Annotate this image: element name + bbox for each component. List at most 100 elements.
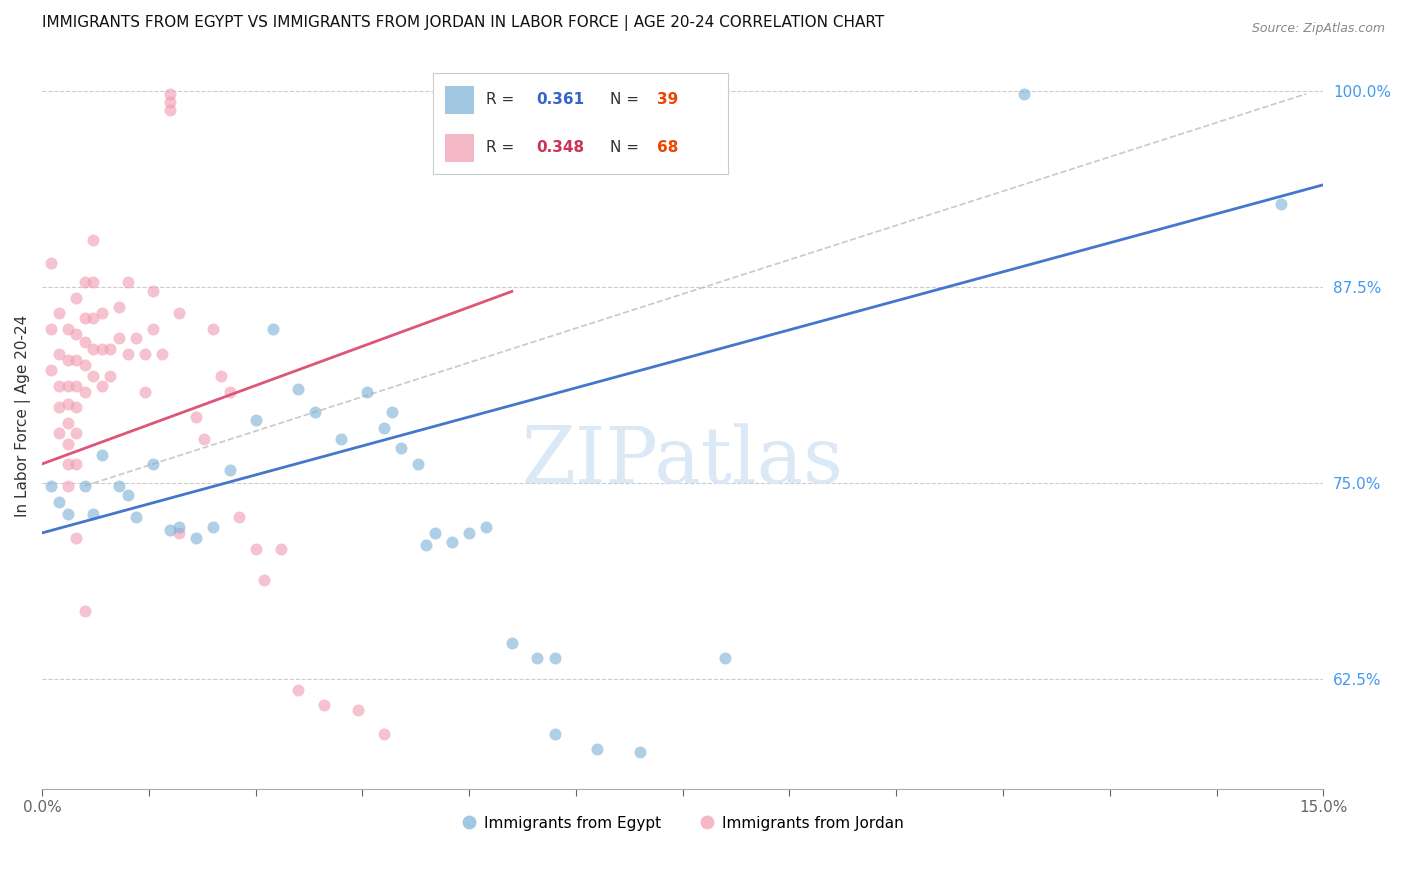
Point xyxy=(73,358,96,372)
Point xyxy=(82,507,104,521)
Point xyxy=(441,535,464,549)
Point xyxy=(586,742,609,756)
Point xyxy=(526,651,548,665)
Point xyxy=(330,432,353,446)
Point xyxy=(219,384,242,399)
Point xyxy=(1270,196,1292,211)
Point xyxy=(73,311,96,326)
Point xyxy=(39,479,62,493)
Point xyxy=(73,384,96,399)
Point xyxy=(184,409,207,424)
Point xyxy=(82,311,104,326)
Point xyxy=(56,457,79,471)
Point xyxy=(73,479,96,493)
Point xyxy=(253,573,276,587)
Point xyxy=(73,275,96,289)
Point xyxy=(100,369,122,384)
Point xyxy=(304,405,326,419)
Point xyxy=(125,331,148,345)
Point xyxy=(65,326,87,341)
Point xyxy=(381,405,404,419)
Point xyxy=(159,95,181,109)
Point xyxy=(108,331,131,345)
Point xyxy=(423,525,446,540)
Point xyxy=(56,378,79,392)
Point xyxy=(245,413,267,427)
Point xyxy=(65,378,87,392)
Point xyxy=(39,256,62,270)
Point xyxy=(245,541,267,556)
Point xyxy=(48,401,70,415)
Point xyxy=(65,353,87,368)
Point xyxy=(56,416,79,430)
Point xyxy=(543,726,565,740)
Point xyxy=(48,494,70,508)
Point xyxy=(193,432,215,446)
Point xyxy=(82,275,104,289)
Point xyxy=(458,525,481,540)
Point xyxy=(389,442,412,456)
Point xyxy=(142,285,165,299)
Point xyxy=(228,510,250,524)
Point xyxy=(56,322,79,336)
Point xyxy=(48,425,70,440)
Point xyxy=(56,397,79,411)
Point xyxy=(356,384,378,399)
Point xyxy=(150,347,173,361)
Point xyxy=(159,87,181,101)
Point xyxy=(406,457,429,471)
Point xyxy=(82,233,104,247)
Point xyxy=(142,457,165,471)
Point xyxy=(73,604,96,618)
Point xyxy=(373,726,395,740)
Point xyxy=(159,103,181,117)
Point xyxy=(211,369,233,384)
Point xyxy=(134,347,156,361)
Y-axis label: In Labor Force | Age 20-24: In Labor Force | Age 20-24 xyxy=(15,315,31,517)
Point xyxy=(108,479,131,493)
Point xyxy=(373,421,395,435)
Point xyxy=(714,651,737,665)
Point xyxy=(287,382,309,396)
Point xyxy=(125,510,148,524)
Point xyxy=(142,322,165,336)
Point xyxy=(201,519,224,533)
Point xyxy=(201,322,224,336)
Point xyxy=(56,436,79,450)
Point xyxy=(184,531,207,545)
Point xyxy=(56,353,79,368)
Point xyxy=(117,347,139,361)
Point xyxy=(39,363,62,377)
Point xyxy=(65,425,87,440)
Point xyxy=(475,519,498,533)
Point xyxy=(1014,87,1036,101)
Point xyxy=(90,306,112,320)
Point xyxy=(312,698,335,713)
Point xyxy=(48,378,70,392)
Point xyxy=(117,488,139,502)
Point xyxy=(56,479,79,493)
Point xyxy=(90,378,112,392)
Point xyxy=(65,531,87,545)
Point xyxy=(117,275,139,289)
Point xyxy=(347,703,370,717)
Point xyxy=(90,448,112,462)
Point xyxy=(159,523,181,537)
Point xyxy=(262,322,284,336)
Point xyxy=(167,525,190,540)
Point xyxy=(48,306,70,320)
Point xyxy=(65,401,87,415)
Point xyxy=(501,636,523,650)
Point xyxy=(73,334,96,349)
Point xyxy=(287,682,309,697)
Point xyxy=(134,384,156,399)
Point xyxy=(82,343,104,357)
Point xyxy=(415,539,437,553)
Point xyxy=(90,343,112,357)
Text: Source: ZipAtlas.com: Source: ZipAtlas.com xyxy=(1251,22,1385,36)
Point xyxy=(543,651,565,665)
Point xyxy=(100,343,122,357)
Point xyxy=(219,463,242,477)
Legend: Immigrants from Egypt, Immigrants from Jordan: Immigrants from Egypt, Immigrants from J… xyxy=(456,810,910,837)
Point xyxy=(270,541,292,556)
